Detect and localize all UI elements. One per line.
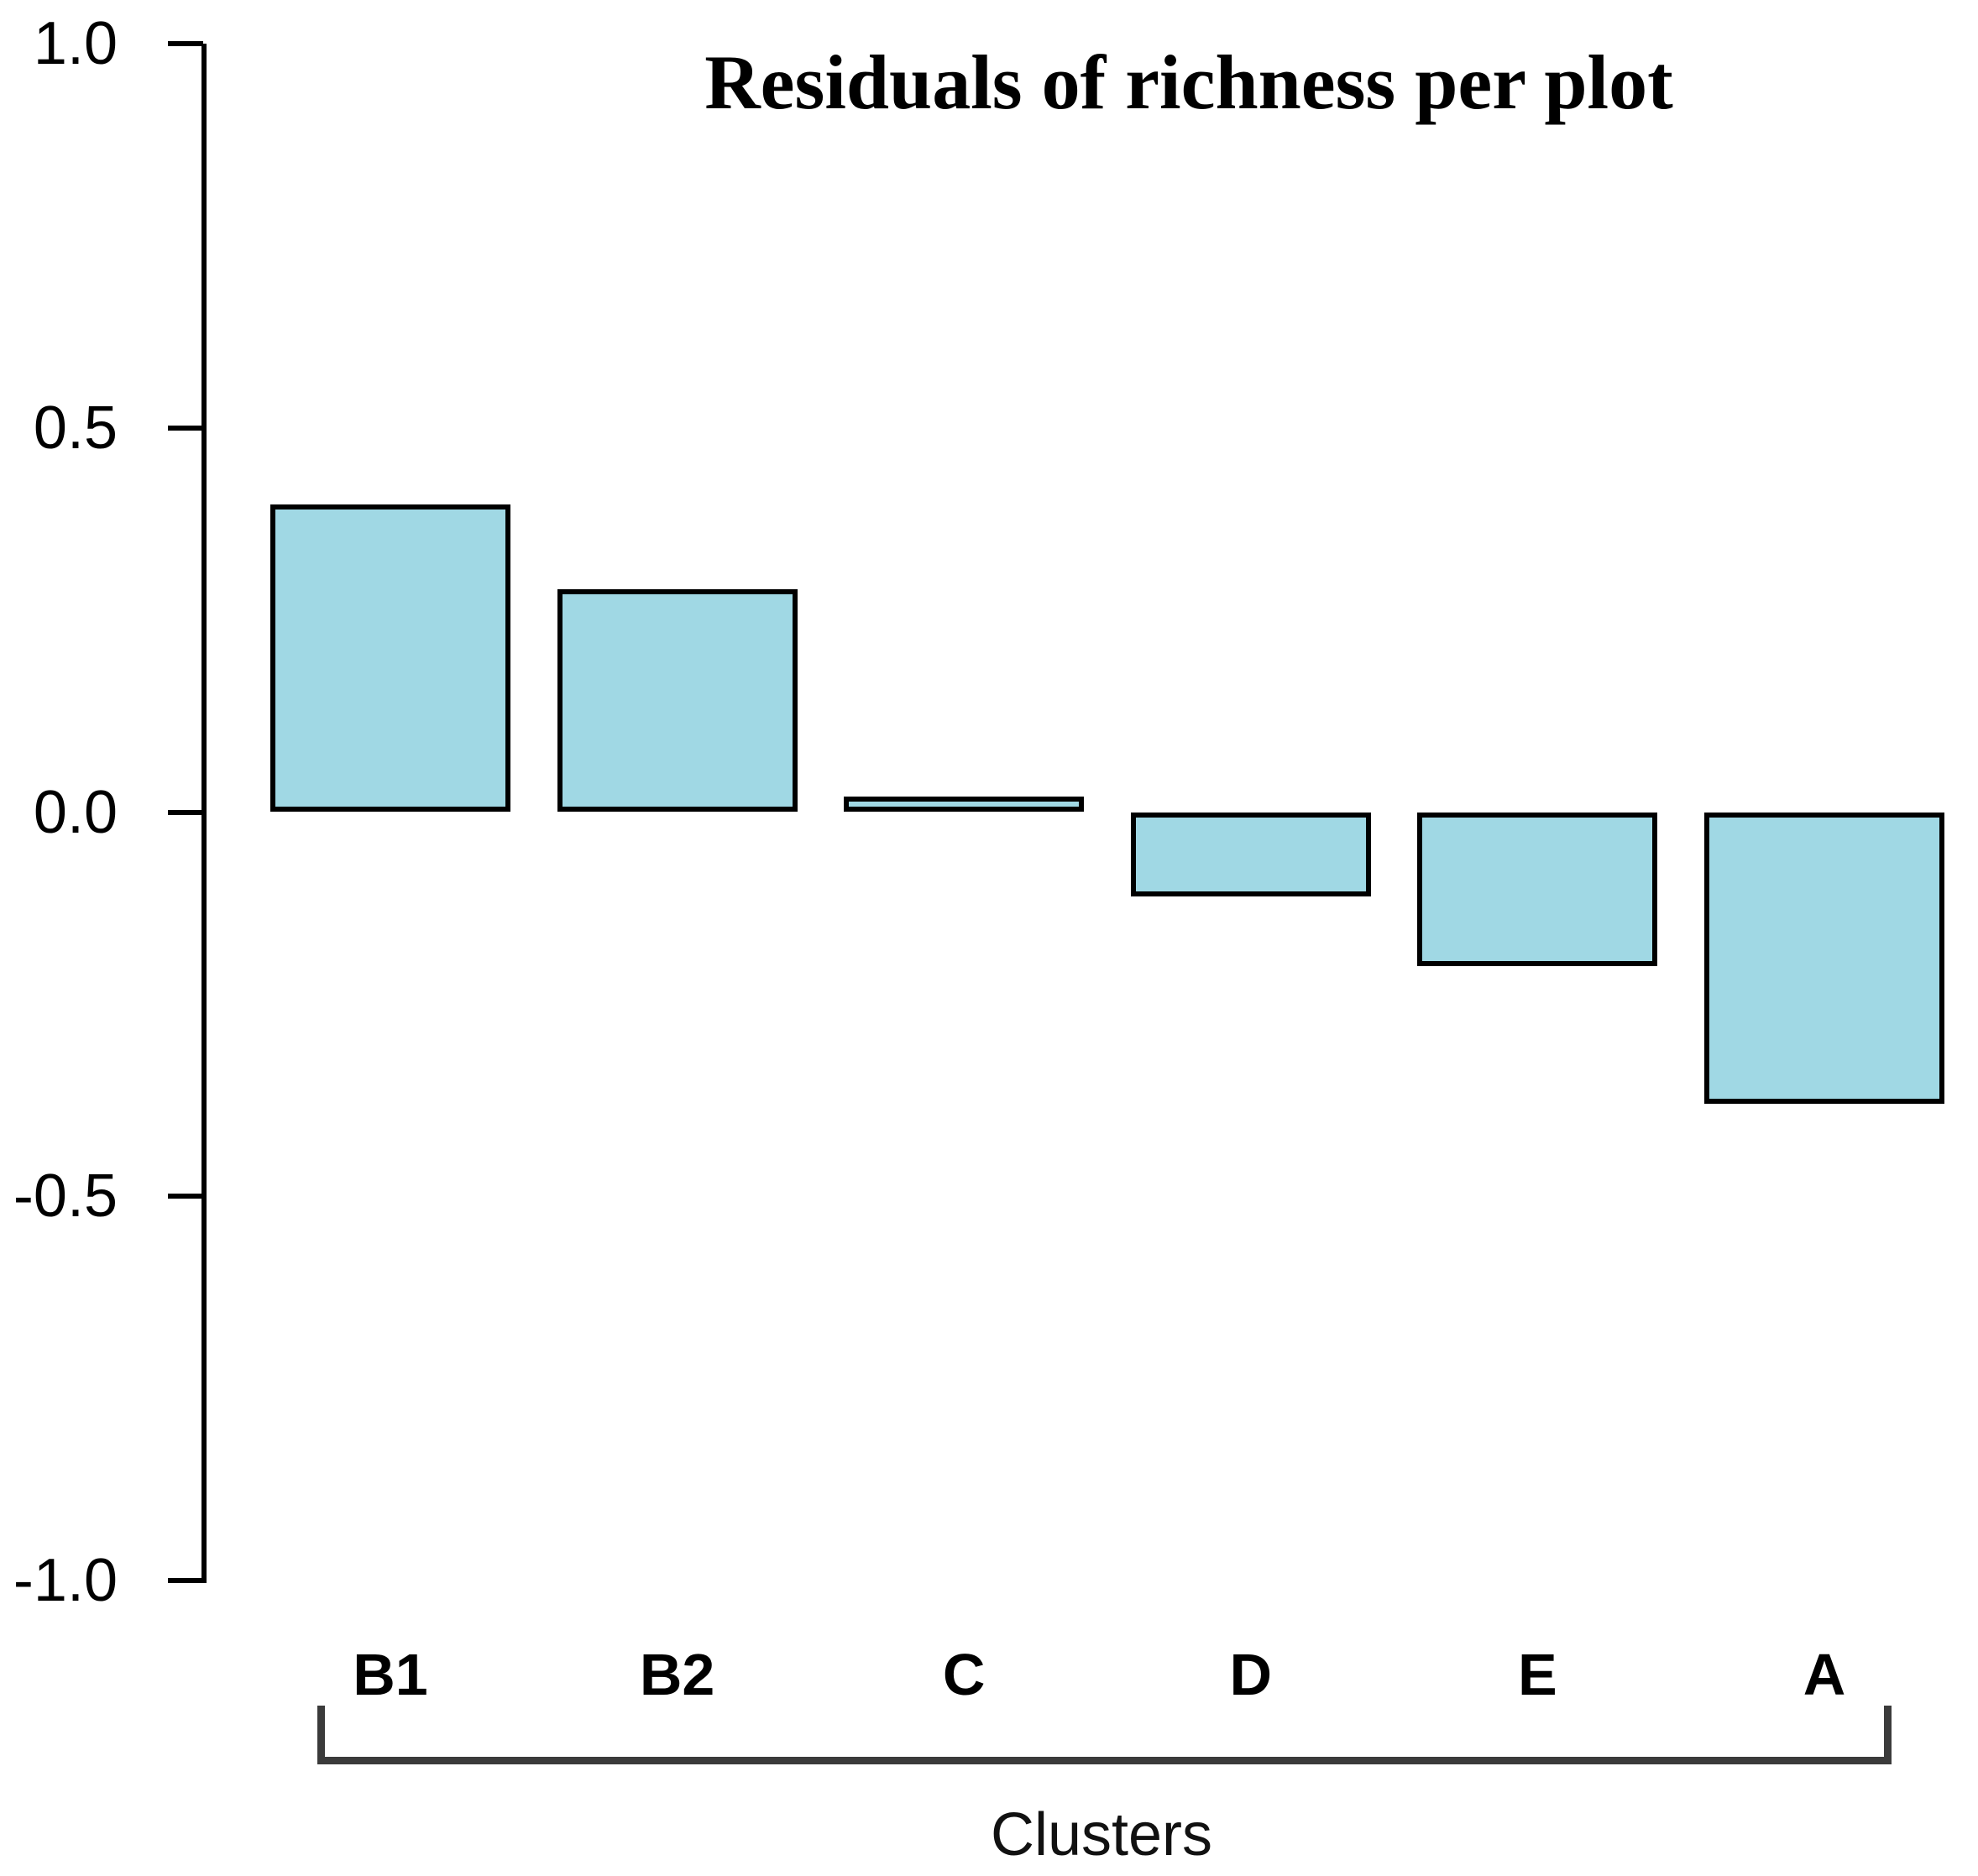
x-axis-title: Clusters [990,1801,1213,1868]
y-tick [168,41,203,46]
y-tick [168,425,203,431]
y-tick-label: 0.5 [33,394,118,462]
y-tick-label: 0.0 [33,778,118,846]
y-tick-label: -1.0 [13,1547,118,1614]
x-category-label-A: A [1803,1642,1846,1707]
bar-C [844,797,1085,813]
x-category-label-E: E [1518,1642,1557,1707]
y-axis-line [201,44,207,1583]
y-tick [168,1578,203,1583]
x-category-label-D: D [1229,1642,1273,1707]
x-category-label-B1: B1 [353,1642,428,1707]
y-tick-label: 1.0 [33,10,118,77]
y-tick-label: -0.5 [13,1163,118,1231]
bar-A [1704,812,1944,1105]
y-tick [168,1194,203,1199]
x-category-label-C: C [942,1642,986,1707]
bar-E [1417,812,1658,966]
bar-B1 [270,504,510,813]
x-category-label-B2: B2 [639,1642,715,1707]
chart-title: Residuals of richness per plot [704,39,1673,125]
x-axis-bracket [317,1706,1892,1764]
y-tick [168,809,203,815]
bar-B2 [557,589,798,813]
bar-D [1130,812,1371,897]
